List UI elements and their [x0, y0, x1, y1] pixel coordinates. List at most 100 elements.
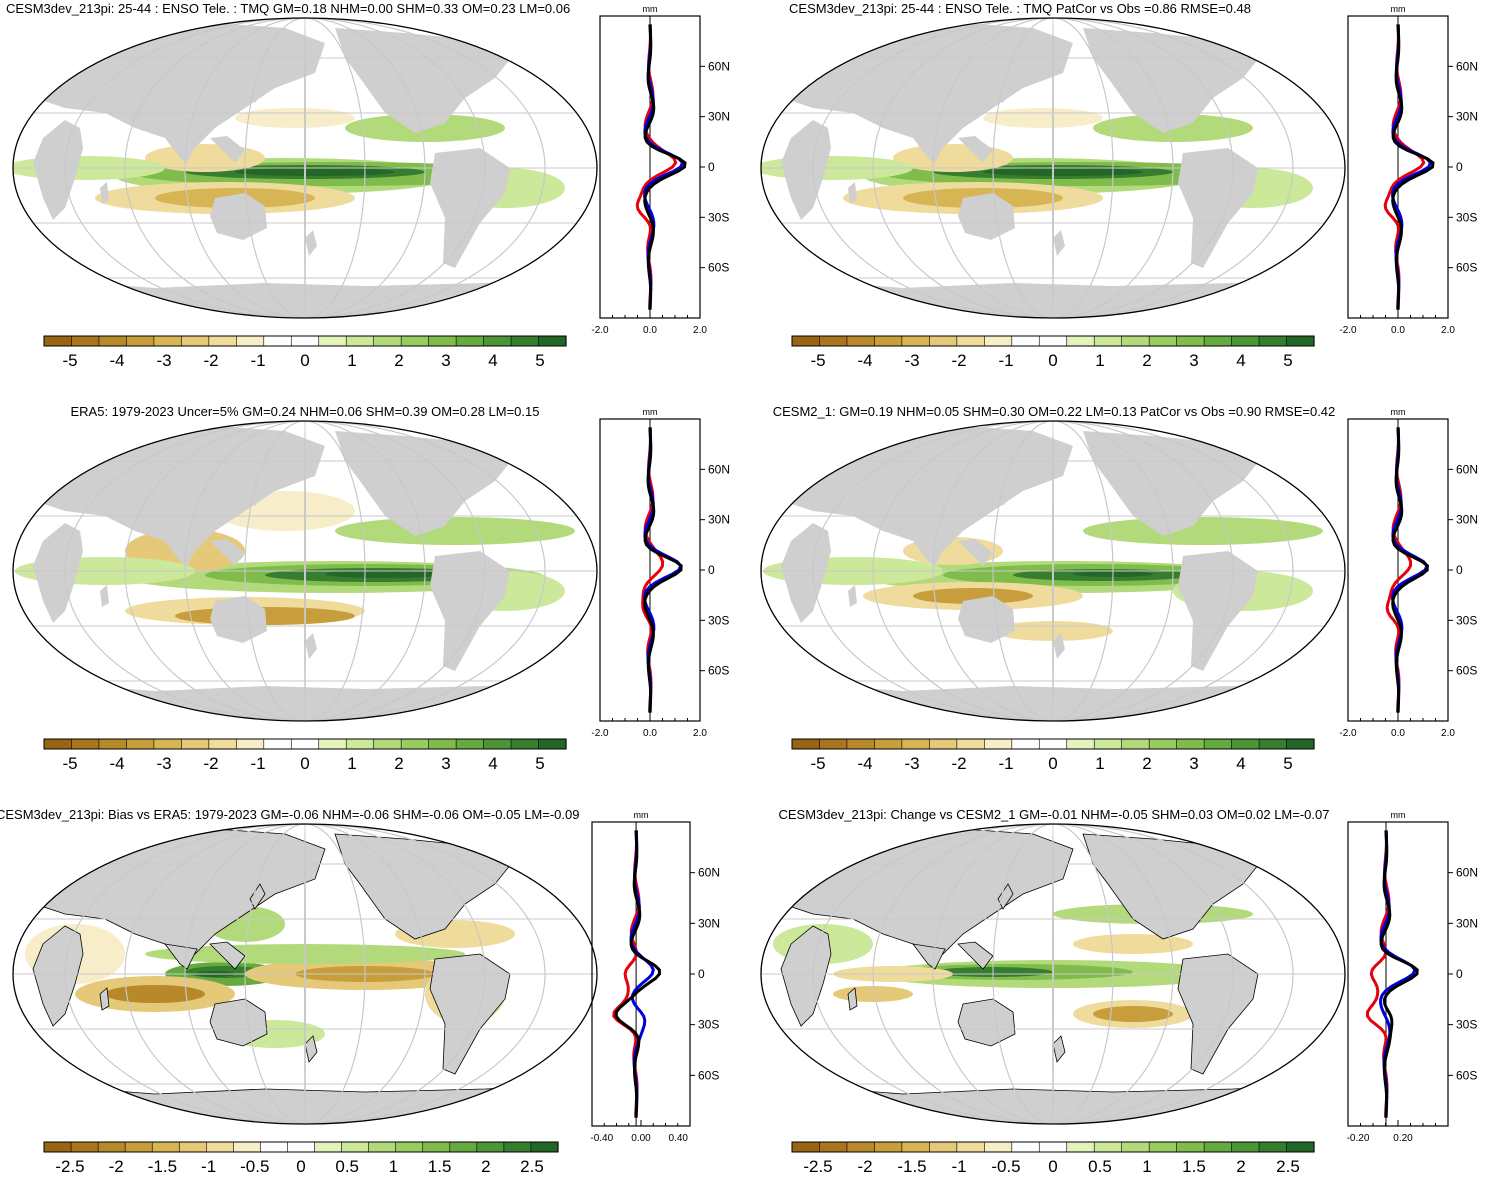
colorbar-swatch: [153, 335, 182, 347]
colorbar-label: -2: [951, 754, 966, 773]
land: [1178, 148, 1258, 268]
colorbar-label: -2: [203, 351, 218, 370]
gridline: [304, 824, 306, 1124]
colorbar-swatch: [510, 335, 540, 347]
lat-label: 30N: [1456, 513, 1478, 527]
gridline: [812, 18, 1294, 318]
colorbar-swatch: [395, 1141, 424, 1153]
colorbar-swatch: [874, 1141, 903, 1153]
map: [760, 17, 1346, 319]
gridline: [244, 421, 366, 721]
colorbar-swatch: [263, 738, 292, 750]
field-contour: [235, 168, 395, 176]
colorbar-swatch: [43, 1141, 72, 1153]
colorbar-swatch: [345, 738, 375, 750]
colorbar-swatch: [449, 1141, 478, 1153]
colorbar-swatch: [97, 1141, 126, 1153]
colorbar-label: -3: [904, 754, 919, 773]
model-curve: [1383, 24, 1426, 310]
lat-label: 60S: [708, 664, 729, 678]
gridline: [124, 824, 486, 1124]
gridline: [812, 824, 1294, 1124]
colorbar-swatch: [984, 335, 1013, 347]
colorbar-label: 5: [1283, 754, 1292, 773]
colorbar-swatch: [455, 335, 485, 347]
colorbar-swatch: [929, 335, 958, 347]
land: [847, 987, 858, 1011]
colorbar-swatch: [1038, 335, 1068, 347]
colorbar-swatch: [287, 1141, 316, 1153]
profile-tick-label: 0.0: [1391, 728, 1405, 739]
land: [25, 681, 587, 721]
map-border: [12, 823, 598, 1125]
gridline: [932, 18, 1174, 318]
colorbar-label: 1.5: [428, 1157, 452, 1176]
colorbar-label: 2.5: [520, 1157, 544, 1176]
land: [249, 883, 266, 910]
colorbar-label: 0.5: [1088, 1157, 1112, 1176]
colorbar-label: -2: [203, 754, 218, 773]
land: [958, 596, 1015, 643]
profile-tick-label: 0.0: [643, 728, 657, 739]
lat-label: 60N: [1456, 59, 1478, 73]
profile-unit: mm: [643, 407, 658, 417]
colorbar-label: 5: [1283, 351, 1292, 370]
land: [165, 541, 197, 566]
colorbar-label: 2: [394, 754, 403, 773]
panel-1: CESM3dev_213pi: 25-44 : ENSO Tele. : TMQ…: [6, 1, 730, 370]
colorbar: -5 -4 -3 -2 -1 0 1 2 3 4 5: [791, 335, 1315, 370]
land: [210, 136, 245, 163]
colorbar-swatch: [1148, 335, 1178, 347]
panel-5: CESM3dev_213pi: Bias vs ERA5: 1979-2023 …: [0, 807, 720, 1176]
colorbar-swatch: [1148, 1141, 1178, 1153]
lat-label: 30N: [708, 110, 730, 124]
colorbar-swatch: [483, 738, 512, 750]
zonal-profile: mm 60N 30N 0 30S 60S -2.0 0.0 2.0: [591, 407, 730, 739]
land: [24, 1083, 588, 1124]
land: [305, 633, 317, 659]
land: [1262, 833, 1309, 880]
colorbar-label: -1.5: [897, 1157, 926, 1176]
colorbar-label: -5: [62, 754, 77, 773]
land: [781, 120, 831, 220]
colorbar-swatch: [1038, 738, 1068, 750]
colorbar: -5 -4 -3 -2 -1 0 1 2 3 4 5: [43, 335, 567, 370]
field-contour: [1083, 517, 1323, 545]
colorbar-label: 2.5: [1276, 1157, 1300, 1176]
colorbar-label: -0.5: [240, 1157, 269, 1176]
colorbar-swatch: [1011, 335, 1040, 347]
profile-tick-label: -2.0: [1339, 325, 1357, 336]
colorbar-swatch: [819, 1141, 848, 1153]
land: [998, 78, 1013, 103]
colorbar-label: -2: [109, 1157, 124, 1176]
land: [1053, 633, 1065, 659]
profile-unit: mm: [1391, 407, 1406, 417]
profile-unit: mm: [643, 4, 658, 14]
gridline: [1052, 824, 1054, 1124]
colorbar-swatch: [874, 335, 903, 347]
lat-label: 60N: [1456, 866, 1478, 880]
colorbar-label: 2: [1236, 1157, 1245, 1176]
colorbar-swatch: [819, 738, 848, 750]
land: [335, 28, 515, 133]
colorbar-label: 3: [1189, 351, 1198, 370]
colorbar-swatch: [400, 335, 430, 347]
colorbar-swatch: [1176, 335, 1205, 347]
colorbar-swatch: [236, 738, 265, 750]
gridline: [304, 421, 306, 721]
panel-4: CESM2_1: GM=0.19 NHM=0.05 SHM=0.30 OM=0.…: [760, 404, 1478, 773]
colorbar-swatch: [538, 335, 567, 347]
colorbar-label: -0.5: [991, 1157, 1020, 1176]
colorbar-swatch: [503, 1141, 532, 1153]
land: [335, 431, 515, 536]
lat-label: 30S: [1456, 613, 1477, 627]
colorbar-label: 0: [1048, 351, 1057, 370]
lat-label: 30N: [1456, 916, 1478, 930]
land: [1053, 230, 1065, 256]
profile-tick-label: 0.0: [643, 325, 657, 336]
colorbar-swatch: [345, 335, 375, 347]
map-border: [760, 420, 1346, 722]
gridline: [124, 18, 486, 318]
zonal-profile: mm 60N 30N 0 30S 60S -2.0 0.0 2.0: [1339, 4, 1478, 336]
lat-label: 60N: [698, 866, 720, 880]
